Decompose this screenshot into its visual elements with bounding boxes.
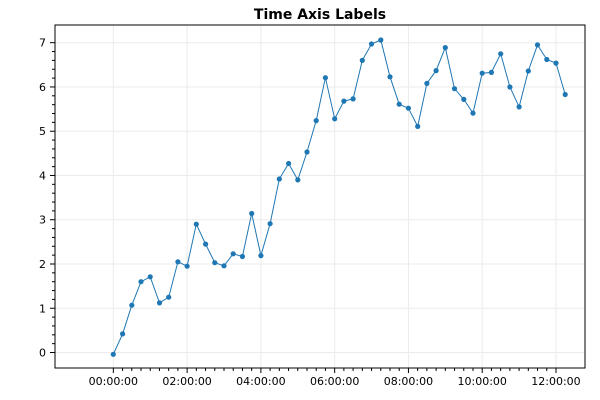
data-point [129, 302, 135, 308]
data-point [193, 221, 199, 227]
data-point [239, 253, 245, 260]
data-point [387, 74, 393, 80]
data-point [424, 80, 430, 86]
y-tick-label: 5 [39, 125, 46, 138]
data-point [470, 110, 476, 116]
data-point [415, 123, 421, 129]
data-point [544, 56, 550, 63]
y-tick-label: 1 [39, 302, 46, 315]
y-tick-label: 7 [39, 37, 46, 50]
x-tick-label: 00:00:00 [89, 375, 138, 388]
data-point [534, 42, 541, 48]
data-point [322, 75, 328, 81]
data-point [120, 331, 126, 337]
data-point [405, 105, 411, 111]
data-series [110, 37, 568, 357]
y-tick-label: 2 [39, 258, 46, 271]
chart-title: Time Axis Labels [254, 7, 386, 23]
data-point [184, 263, 190, 269]
y-tick-label: 4 [39, 169, 46, 182]
data-point [138, 279, 144, 285]
y-tick-label: 3 [39, 214, 46, 227]
data-point [286, 160, 292, 167]
data-point [498, 51, 504, 57]
data-point [488, 69, 494, 75]
axes: 0 1 2 3 4 5 6 7 00:00:00 02:00:00 04:00:00 06:00:00… [39, 37, 581, 388]
data-point [221, 263, 227, 269]
data-point [332, 116, 338, 122]
data-point [295, 177, 301, 183]
data-point [562, 91, 568, 98]
data-point [396, 101, 402, 107]
data-point [249, 210, 255, 217]
data-point [276, 176, 282, 182]
x-tick-label: 10:00:00 [458, 375, 507, 388]
data-point [479, 70, 485, 76]
data-point [350, 96, 356, 102]
data-point [359, 57, 365, 64]
plot-area [54, 24, 586, 369]
x-tick-label: 04:00:00 [236, 375, 285, 388]
data-point [156, 300, 163, 306]
x-tick-label: 12:00:00 [531, 375, 580, 388]
data-point [166, 294, 172, 300]
data-point [147, 274, 153, 280]
data-point [442, 45, 448, 51]
data-point [507, 84, 513, 90]
data-point [258, 253, 264, 259]
data-point [516, 104, 522, 110]
data-point [433, 68, 439, 74]
x-tick-label: 02:00:00 [162, 375, 211, 388]
grid [55, 25, 585, 368]
x-tick-label: 06:00:00 [310, 375, 359, 388]
data-point [461, 96, 467, 102]
data-point [212, 260, 218, 266]
data-point [341, 98, 347, 104]
data-point [451, 86, 458, 92]
data-point [230, 251, 236, 257]
data-point [267, 221, 273, 227]
y-tick-label: 6 [39, 81, 46, 94]
data-point [110, 351, 116, 357]
data-point [378, 37, 384, 43]
data-point [304, 149, 310, 155]
data-point [203, 241, 209, 247]
data-point [553, 60, 559, 66]
data-point [368, 41, 375, 47]
data-point [525, 68, 531, 74]
y-tick-label: 0 [39, 347, 46, 360]
data-point [313, 118, 319, 124]
data-point [175, 259, 181, 265]
x-tick-label: 08:00:00 [384, 375, 433, 388]
